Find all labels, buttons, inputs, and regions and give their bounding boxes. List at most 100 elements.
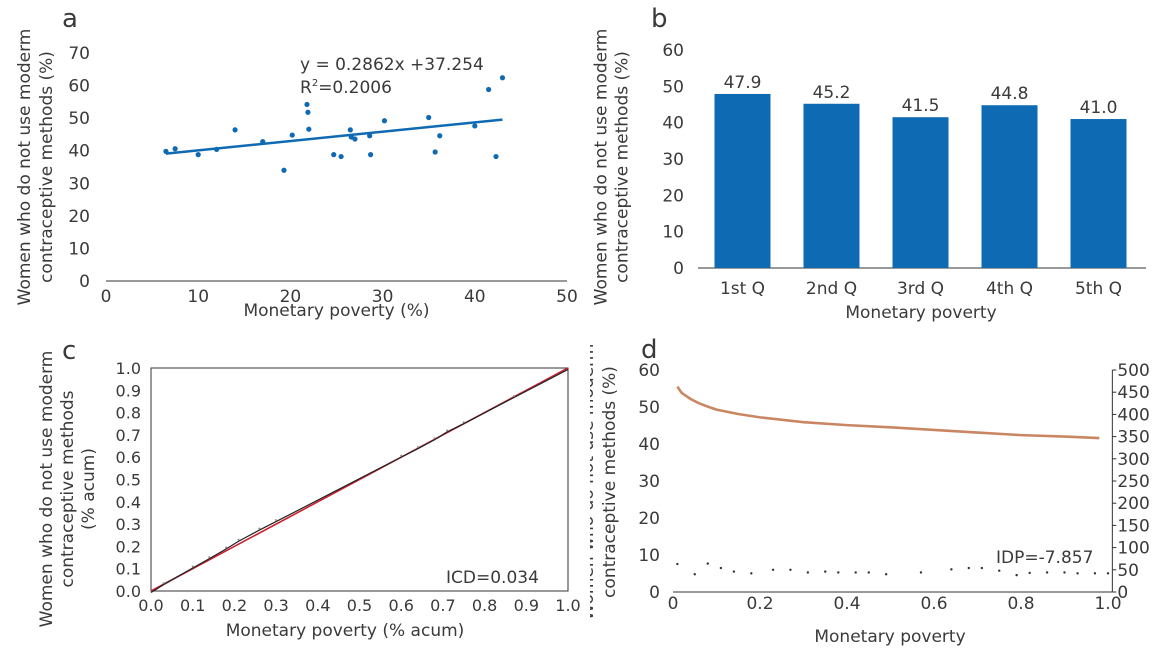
y-axis-label: contraceptive methods (%): [613, 51, 633, 283]
bar: [981, 105, 1038, 268]
x-tick-label: 0.4: [833, 594, 860, 614]
curve-point: [237, 538, 240, 541]
data-point: [368, 152, 374, 158]
y-tick-label: 40: [662, 114, 684, 134]
x-tick-label: 0.4: [305, 596, 330, 615]
data-point: [493, 153, 499, 160]
data-point: [824, 570, 827, 573]
y-tick-label: 0: [649, 583, 660, 603]
curve-point: [512, 395, 515, 398]
data-point: [884, 573, 888, 576]
x-axis-label: Monetary poverty: [814, 627, 965, 647]
data-point: [163, 148, 169, 154]
data-point: [195, 152, 201, 158]
data-point: [750, 572, 753, 575]
y-tick-label: 30: [68, 174, 90, 194]
x-tick-label: 0.0: [138, 596, 163, 615]
data-point: [806, 571, 810, 574]
data-point: [499, 75, 506, 81]
data-point: [381, 118, 388, 124]
panel-letter: d: [641, 335, 658, 365]
data-point: [1028, 571, 1031, 575]
data-point: [172, 146, 178, 152]
data-point: [693, 573, 696, 576]
x-tick-label: 20: [280, 287, 302, 307]
curve-point: [162, 582, 165, 585]
data-point: [1015, 573, 1018, 577]
data-point: [486, 86, 492, 93]
x-tick-label: 1.0: [1094, 594, 1121, 614]
x-tick-label: 1st Q: [720, 279, 765, 299]
curve-point: [275, 519, 278, 522]
x-axis-label: Monetary poverty (%): [243, 301, 429, 321]
data-point: [950, 568, 953, 571]
y2-tick-label: 300: [1117, 450, 1149, 470]
y-tick-label: 40: [68, 142, 90, 162]
x-tick-label: 0.8: [1007, 594, 1034, 614]
data-point: [789, 568, 792, 571]
x-tick-label: 5th Q: [1075, 279, 1122, 299]
data-point: [1093, 572, 1097, 575]
curve-point: [225, 546, 228, 549]
y2-tick-label: 150: [1117, 516, 1149, 536]
x-tick-label: 0.3: [263, 596, 288, 615]
y-tick-label: 0.8: [116, 404, 141, 423]
x-tick-label: 0.6: [920, 594, 947, 614]
data-point: [1045, 571, 1049, 574]
data-point: [347, 127, 353, 133]
chart-panel-d: d 0 0.2 0.4 0.6 0.8 1.0 0 10 20 30 40 50 60 0 50 100 150 2…: [578, 330, 1152, 651]
y-tick-label: 10: [638, 546, 660, 566]
bar-value-label: 47.9: [724, 73, 762, 93]
bar: [714, 93, 771, 268]
x-tick-label: 1.0: [555, 596, 580, 615]
y-tick-label: 0.5: [116, 471, 141, 490]
data-point: [967, 566, 970, 570]
data-point: [367, 133, 373, 139]
data-point: [338, 153, 344, 160]
y-tick-label: 0: [673, 259, 684, 279]
curve-point: [462, 421, 465, 424]
y-tick-label: 0.7: [116, 426, 141, 445]
scatter-chart-a: a 0 10 20 30 40 50 0 10 20 30 40 50 60 70 Monetary pove…: [15, 4, 578, 321]
bar-value-label: 45.2: [813, 83, 851, 103]
data-point: [854, 571, 857, 574]
y-tick-label: 60: [662, 41, 684, 61]
data-point: [1063, 571, 1066, 574]
x-axis-label: Monetary poverty (% acum): [226, 621, 465, 641]
y-tick-label: 20: [68, 207, 90, 227]
bar: [803, 103, 860, 268]
data-point: [426, 114, 432, 121]
y-tick-label: 0.2: [116, 537, 141, 556]
y-tick-label: 10: [662, 223, 684, 243]
x-axis-label: Monetary poverty: [845, 303, 996, 323]
bar: [1070, 119, 1127, 269]
y-tick-label: 50: [638, 398, 660, 418]
y-tick-label: 0: [79, 272, 90, 292]
y2-tick-label: 250: [1117, 472, 1149, 492]
x-tick-label: 0.2: [222, 596, 247, 615]
regression-equation: y = 0.2862x +37.254: [300, 55, 484, 75]
y-axis-label: contraceptive methods (%): [37, 51, 57, 283]
data-point: [472, 123, 478, 129]
data-point: [289, 132, 295, 138]
data-point: [732, 570, 736, 573]
x-tick-label: 0: [668, 594, 679, 614]
curve-point: [258, 527, 261, 530]
x-tick-label: 0.2: [746, 594, 773, 614]
chart-panel-c: c 0.0 0.1 0.2 0.3 0.4 0.5 0.6 0.7 0.8 0.9 1.0 0.0 0.1…: [0, 330, 590, 651]
x-tick-label: 2nd Q: [806, 279, 857, 299]
y-tick-label: 1.0: [116, 359, 141, 378]
x-tick-label: 0.8: [472, 596, 497, 615]
y-axis-label: Women who do not use moderm: [592, 29, 612, 306]
y2-tick-label: 200: [1117, 494, 1149, 514]
data-point: [719, 566, 723, 570]
curve-point: [191, 565, 194, 568]
data-point: [980, 566, 984, 570]
y2-tick-label: 350: [1117, 428, 1149, 448]
data-point: [214, 146, 220, 153]
curve-point: [433, 437, 436, 440]
y2-tick-label: 400: [1117, 405, 1149, 425]
panel-letter: a: [62, 4, 78, 34]
data-point: [260, 138, 266, 145]
x-tick-label: 40: [464, 287, 486, 307]
